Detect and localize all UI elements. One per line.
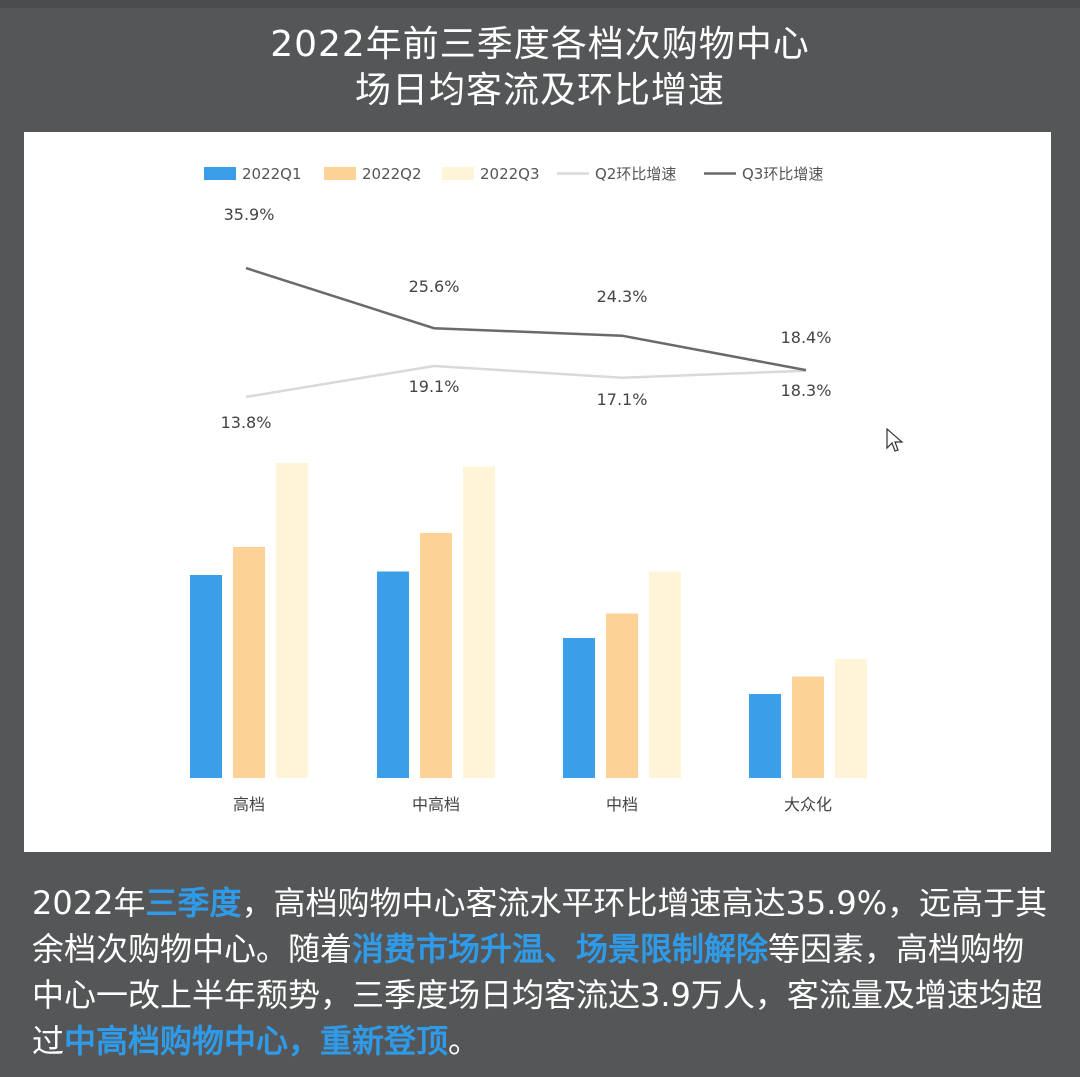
data-label: 18.3% xyxy=(781,381,832,400)
legend-label: Q2环比增速 xyxy=(595,165,676,183)
category-label: 中档 xyxy=(606,795,638,814)
category-label: 高档 xyxy=(233,795,265,814)
description-text: 2022年三季度，高档购物中心客流水平环比增速高达35.9%，远高于其余档次购物… xyxy=(32,880,1052,1064)
bar xyxy=(276,463,308,778)
bar xyxy=(463,466,495,778)
category-label: 大众化 xyxy=(784,795,832,814)
description-segment: 2022年 xyxy=(32,884,146,922)
data-label: 18.4% xyxy=(781,328,832,347)
bar xyxy=(420,533,452,778)
description-segment: ，高档购物中心客流水平环比增速高达35.9%，远高于其余档次购物中心。随着 xyxy=(32,884,1048,968)
data-label: 35.9% xyxy=(224,205,275,224)
legend-swatch xyxy=(442,167,474,180)
highlight-text: 三季度 xyxy=(145,884,242,922)
data-label: 13.8% xyxy=(221,413,272,432)
legend-label: 2022Q3 xyxy=(480,165,540,183)
bar xyxy=(377,571,409,778)
legend-swatch xyxy=(324,167,356,180)
bar xyxy=(606,613,638,778)
bar xyxy=(233,547,265,778)
top-strip xyxy=(0,0,1080,8)
line-series xyxy=(245,266,807,372)
data-label: 17.1% xyxy=(597,390,648,409)
legend-label: 2022Q2 xyxy=(362,165,422,183)
description-segment: 。 xyxy=(448,1022,481,1060)
bar xyxy=(835,659,867,778)
mouse-cursor-icon xyxy=(886,428,904,452)
data-label: 24.3% xyxy=(597,287,648,306)
title-line-2: 场日均客流及环比增速 xyxy=(354,70,725,111)
legend-label: Q3环比增速 xyxy=(742,165,823,183)
bar xyxy=(563,638,595,778)
page-title: 2022年前三季度各档次购物中心 场日均客流及环比增速 xyxy=(0,22,1080,114)
line-series xyxy=(245,364,807,399)
bar xyxy=(190,575,222,778)
description-segment: 等因素，高档购物中心一改上半年颓势，三季度场日均客流达3.9万人，客流量及增速均… xyxy=(32,930,1043,1060)
title-line-1: 2022年前三季度各档次购物中心 xyxy=(270,24,810,65)
legend-swatch xyxy=(204,167,236,180)
bar xyxy=(749,694,781,778)
data-label: 25.6% xyxy=(409,277,460,296)
legend-label: 2022Q1 xyxy=(242,165,302,183)
data-label: 19.1% xyxy=(409,377,460,396)
category-label: 中高档 xyxy=(412,795,460,814)
bar xyxy=(792,676,824,778)
highlight-text: 消费市场升温、场景限制解除 xyxy=(352,930,769,968)
bar xyxy=(649,571,681,778)
chart-panel: 2022Q1 2022Q2 2022Q3 Q2环比增速 Q3环比增速高档 中高档 中档 大众化… xyxy=(24,132,1051,852)
highlight-text: 中高档购物中心，重新登顶 xyxy=(64,1022,449,1060)
